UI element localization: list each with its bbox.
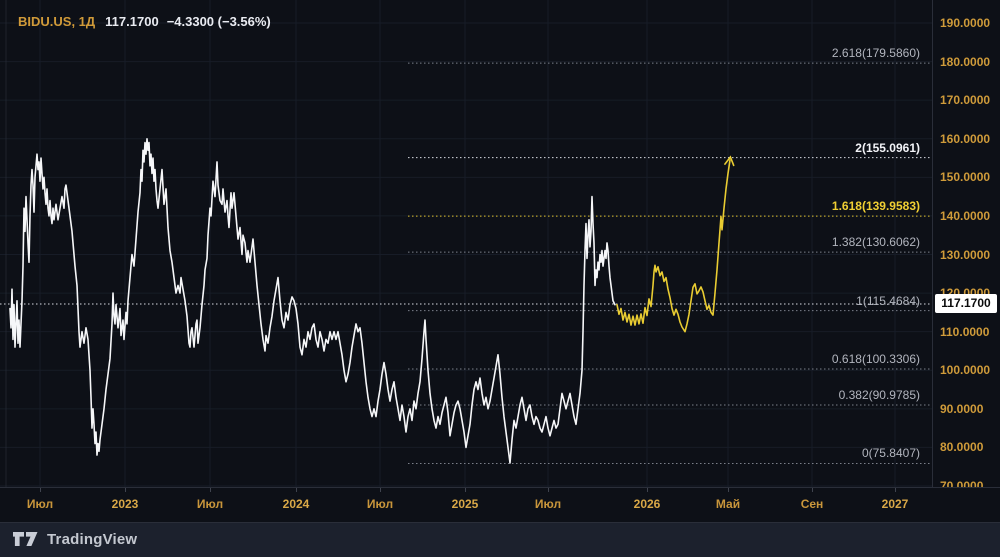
time-axis-label: Июл bbox=[534, 497, 562, 511]
time-axis-label: Май bbox=[715, 497, 741, 511]
price-axis-label: 110.0000 bbox=[940, 324, 990, 339]
fib-level-label: 0(75.8407) bbox=[861, 446, 920, 461]
price-axis[interactable]: 190.0000 180.0000 170.0000 160.0000 150.0000… bbox=[932, 0, 1000, 521]
fib-level-label: 2(155.0961) bbox=[855, 140, 920, 155]
price-chart-canvas bbox=[0, 0, 932, 487]
last-price-value: 117.1700 bbox=[105, 14, 159, 29]
fib-level-label: 0.618(100.3306) bbox=[831, 351, 920, 366]
current-price-label: 117.1700 bbox=[935, 294, 997, 313]
price-axis-label: 170.0000 bbox=[940, 93, 991, 108]
price-axis-label: 180.0000 bbox=[940, 54, 991, 69]
time-axis-label: Июл bbox=[26, 497, 54, 511]
time-axis-label: 2027 bbox=[881, 497, 909, 511]
time-axis-tick bbox=[125, 488, 126, 492]
time-axis-label: 2024 bbox=[282, 497, 310, 511]
time-axis-tick bbox=[380, 488, 381, 492]
price-axis-label: 130.0000 bbox=[940, 247, 991, 262]
fib-level-label: 0.382(90.9785) bbox=[838, 388, 920, 403]
fib-level-label: 2.618(179.5860) bbox=[831, 46, 920, 61]
symbol-interval-label: BIDU.US, 1Д bbox=[18, 14, 96, 29]
price-change-value: −4.3300 (−3.56%) bbox=[166, 14, 271, 29]
time-axis-tick bbox=[465, 488, 466, 492]
time-axis[interactable]: Июл 2023 Июл 2024 Июл 2025 Июл 2026 Май Сен 2027 bbox=[0, 487, 1000, 522]
fib-level-label: 1(115.4684) bbox=[856, 293, 920, 308]
time-axis-label: 2023 bbox=[111, 497, 139, 511]
price-axis-label: 90.0000 bbox=[940, 401, 984, 416]
forecast-arrowhead-icon bbox=[724, 155, 735, 167]
chart-plot[interactable]: BIDU.US, 1Д 117.1700 −4.3300 (−3.56%) 2.61… bbox=[0, 0, 932, 487]
time-axis-tick bbox=[895, 488, 896, 492]
price-axis-label: 160.0000 bbox=[940, 131, 991, 146]
fib-level-label: 1.618(139.9583) bbox=[831, 199, 920, 214]
time-axis-tick bbox=[40, 488, 41, 492]
time-axis-label: Сен bbox=[800, 497, 824, 511]
time-axis-label: 2025 bbox=[451, 497, 479, 511]
price-axis-label: 100.0000 bbox=[940, 363, 991, 378]
price-axis-label: 140.0000 bbox=[940, 208, 991, 223]
tradingview-icon bbox=[13, 532, 38, 546]
time-axis-tick bbox=[728, 488, 729, 492]
symbol-legend: BIDU.US, 1Д 117.1700 −4.3300 (−3.56%) bbox=[18, 14, 271, 29]
footer-bar: TradingView bbox=[0, 522, 1000, 557]
time-axis-tick bbox=[210, 488, 211, 492]
tradingview-logo[interactable]: TradingView bbox=[13, 531, 137, 548]
fib-level-label: 1.382(130.6062) bbox=[831, 235, 920, 250]
time-axis-tick bbox=[812, 488, 813, 492]
price-axis-label: 150.0000 bbox=[940, 170, 991, 185]
time-axis-tick bbox=[548, 488, 549, 492]
time-axis-label: Июл bbox=[366, 497, 394, 511]
price-axis-label: 190.0000 bbox=[940, 16, 991, 30]
time-axis-tick bbox=[647, 488, 648, 492]
price-axis-label: 80.0000 bbox=[940, 440, 984, 455]
brand-text: TradingView bbox=[47, 531, 138, 548]
time-axis-label: 2026 bbox=[633, 497, 661, 511]
time-axis-label: Июл bbox=[196, 497, 224, 511]
time-axis-tick bbox=[296, 488, 297, 492]
